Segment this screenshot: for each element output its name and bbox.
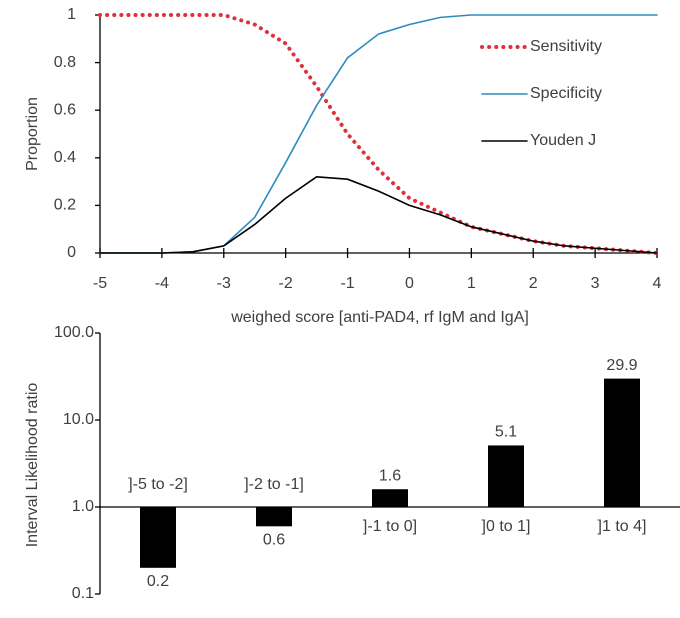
x-tick-label: ]0 to 1]: [482, 518, 531, 535]
bar: [604, 378, 640, 507]
x-tick-label: 0: [405, 275, 414, 292]
legend-label: Youden J: [530, 132, 596, 149]
x-tick-label: -2: [279, 275, 293, 292]
value-label: 0.2: [147, 573, 169, 590]
y-axis-label: Interval Likelihood ratio: [24, 383, 41, 548]
y-tick-label: 1: [67, 6, 76, 23]
y-axis-label: Proportion: [24, 97, 41, 171]
y-tick-label: 1.0: [72, 498, 94, 515]
y-tick-label: 0.8: [54, 54, 76, 71]
x-tick-label: -5: [93, 275, 107, 292]
x-tick-label: 2: [529, 275, 538, 292]
series-line: [99, 176, 658, 254]
value-label: 1.6: [379, 467, 401, 484]
y-tick-label: 10.0: [63, 411, 94, 428]
x-tick-label: ]-2 to -1]: [244, 476, 304, 493]
x-tick-label: 1: [467, 275, 476, 292]
y-tick-label: 0.1: [72, 585, 94, 602]
x-tick-label: -3: [217, 275, 231, 292]
x-tick-label: ]-1 to 0]: [363, 518, 417, 535]
bar: [488, 445, 524, 507]
bar: [372, 489, 408, 507]
y-tick-label: 0: [67, 244, 76, 261]
x-tick-label: -1: [340, 275, 354, 292]
bar: [256, 507, 292, 527]
x-tick-label: -4: [155, 275, 169, 292]
y-tick-label: 0.2: [54, 197, 76, 214]
x-tick-label: 3: [591, 275, 600, 292]
y-tick-label: 100.0: [54, 324, 94, 341]
value-label: 0.6: [263, 532, 285, 549]
legend-label: Sensitivity: [530, 38, 602, 55]
x-tick-label: 4: [653, 275, 662, 292]
legend-label: Specificity: [530, 85, 602, 102]
x-tick-label: ]1 to 4]: [598, 518, 647, 535]
x-axis-label: weighed score [anti-PAD4, rf IgM and IgA…: [230, 309, 529, 326]
y-tick-label: 0.4: [54, 149, 76, 166]
x-tick-label: ]-5 to -2]: [128, 476, 188, 493]
value-label: 29.9: [606, 357, 637, 374]
bar: [140, 507, 176, 568]
y-tick-label: 0.6: [54, 101, 76, 118]
value-label: 5.1: [495, 424, 517, 441]
